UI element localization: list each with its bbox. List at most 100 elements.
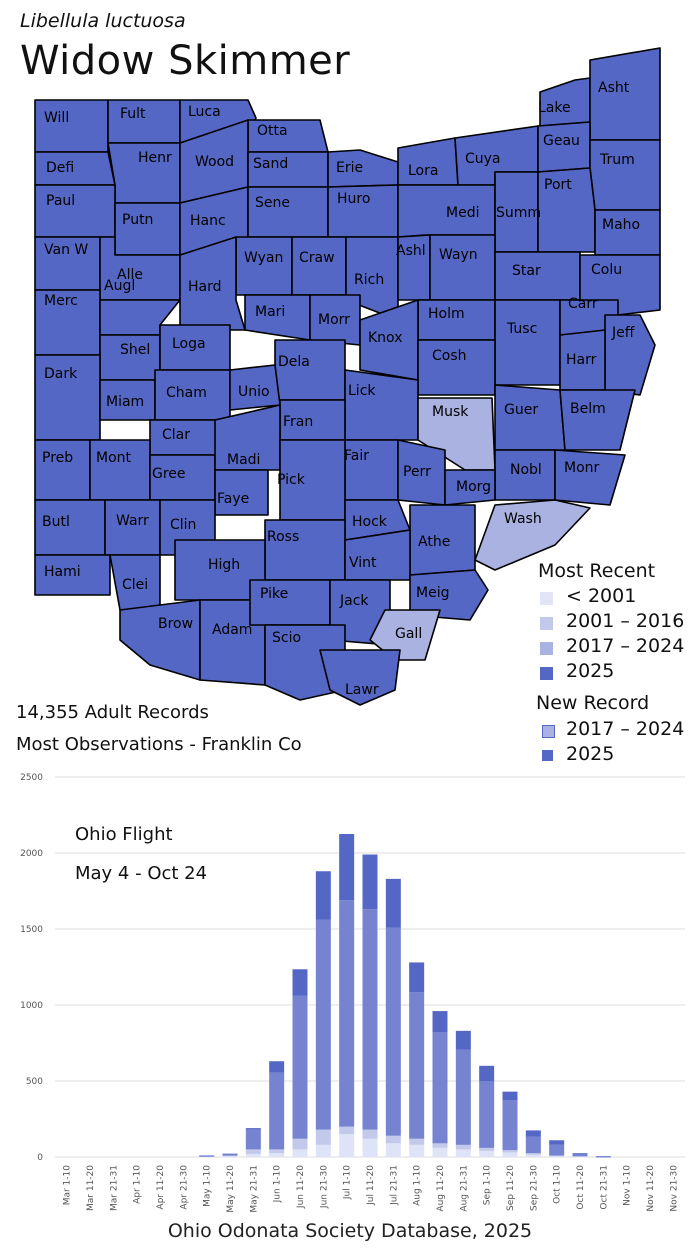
county-meig[interactable]: [409, 569, 489, 621]
bar-segment: [549, 1140, 565, 1145]
bar-segment: [409, 962, 425, 993]
county-monr[interactable]: [554, 449, 626, 506]
county-label: Ross: [267, 529, 299, 545]
bar-segment: [385, 1135, 401, 1144]
bar-segment: [409, 1144, 425, 1157]
county-label: Dark: [44, 366, 78, 382]
x-tick-label: Apr 21-30: [179, 1165, 189, 1210]
bar-segment: [222, 1156, 238, 1158]
county-label: Wood: [195, 154, 234, 170]
county-hami[interactable]: [34, 554, 111, 596]
county-label: Henr: [138, 150, 172, 166]
county-label: Warr: [116, 513, 149, 529]
county-label: Meig: [416, 585, 449, 601]
bar-segment: [222, 1154, 238, 1156]
county-mont[interactable]: [89, 439, 151, 501]
bar-segment: [502, 1150, 518, 1153]
bar-segment: [315, 871, 331, 920]
bar-segment: [385, 878, 401, 928]
bar-segment: [479, 1150, 495, 1157]
bar-segment: [572, 1156, 588, 1158]
county-lick[interactable]: [344, 369, 419, 441]
bar-segment: [339, 1126, 355, 1135]
county-dela[interactable]: [274, 339, 346, 401]
bar-segment: [269, 1061, 285, 1073]
county-lawr[interactable]: [319, 649, 401, 706]
county-label: Wyan: [244, 250, 283, 266]
county-label: Colu: [591, 262, 622, 278]
bar-segment: [292, 1138, 308, 1150]
county-label: Clar: [162, 427, 190, 443]
bar-segment: [339, 834, 355, 901]
y-tick-label: 1500: [20, 925, 43, 935]
x-tick-label: May 11-20: [226, 1165, 236, 1213]
county-putn[interactable]: [114, 202, 181, 256]
county-morg[interactable]: [444, 469, 496, 506]
x-tick-label: Jun 21-30: [319, 1165, 329, 1209]
county-tusc[interactable]: [494, 299, 561, 386]
county-preb[interactable]: [34, 439, 91, 501]
bar-segment: [292, 995, 308, 1139]
x-tick-label: May 21-31: [249, 1165, 259, 1213]
county-label: Preb: [42, 450, 73, 466]
county-label: Hanc: [190, 213, 226, 229]
county-wyan[interactable]: [235, 236, 293, 296]
legend-item-2025: 2025: [566, 660, 615, 682]
y-tick-label: 1000: [20, 1001, 43, 1011]
bar-segment: [292, 969, 308, 996]
legend-item-pre2001: < 2001: [566, 585, 637, 607]
county-label: Adam: [212, 622, 252, 638]
legend-new-2025-marker: [542, 750, 553, 761]
county-scio[interactable]: [264, 624, 346, 701]
bar-segment: [315, 919, 331, 1130]
bar-segment: [315, 1144, 331, 1157]
county-belm[interactable]: [559, 389, 636, 451]
county-label: Hami: [44, 564, 81, 580]
bar-segment: [362, 854, 378, 910]
county-label: Port: [544, 177, 572, 193]
county-label: Putn: [122, 212, 153, 228]
legend-new-record-title: New Record: [536, 692, 650, 714]
bar-segment: [549, 1155, 565, 1157]
x-tick-label: Apr 11-20: [156, 1165, 166, 1210]
bar-segment: [549, 1144, 565, 1156]
county-gall[interactable]: [369, 609, 441, 661]
source-footer: Ohio Odonata Society Database, 2025: [167, 1220, 533, 1242]
county-label: Musk: [432, 404, 469, 420]
county-craw[interactable]: [291, 236, 347, 296]
bar-segment: [245, 1149, 261, 1154]
county-label: Perr: [403, 464, 431, 480]
bar-segment: [432, 1032, 448, 1144]
county-label: Pike: [260, 586, 288, 602]
county-label: Vint: [349, 555, 377, 571]
county-label: Will: [44, 110, 69, 126]
county-label: Fran: [283, 414, 313, 430]
bar-segment: [502, 1100, 518, 1151]
legend-swatch-2001-2016: [540, 617, 553, 630]
bar-segment: [269, 1072, 285, 1150]
x-tick-label: Oct 11-20: [576, 1165, 586, 1210]
ohio-county-map: Will Fult Luca Otta Lake Asht Defi Henr Wood Sand…: [34, 47, 661, 706]
county-label: Cuya: [465, 151, 501, 167]
county-label: Sene: [255, 195, 290, 211]
bar-segment: [432, 1143, 448, 1148]
county-wayn[interactable]: [429, 234, 496, 301]
bar-segment: [525, 1136, 541, 1154]
county-label: Hock: [352, 514, 388, 530]
county-label: Morr: [318, 312, 350, 328]
county-label: Dela: [278, 354, 310, 370]
x-tick-label: Jul 1-10: [343, 1165, 353, 1200]
county-brow[interactable]: [119, 599, 201, 681]
county-label: Wash: [504, 511, 542, 527]
county-label: Fair: [344, 448, 369, 464]
county-label: Athe: [418, 534, 450, 550]
bar-segment: [199, 1156, 215, 1158]
county-will[interactable]: [34, 99, 109, 153]
county-label: Hard: [188, 279, 222, 295]
county-trum[interactable]: [589, 139, 661, 211]
county-label: Butl: [42, 514, 70, 530]
y-tick-label: 2500: [20, 773, 43, 783]
county-label: Cham: [166, 385, 207, 401]
legend-new-2025: 2025: [566, 743, 615, 765]
